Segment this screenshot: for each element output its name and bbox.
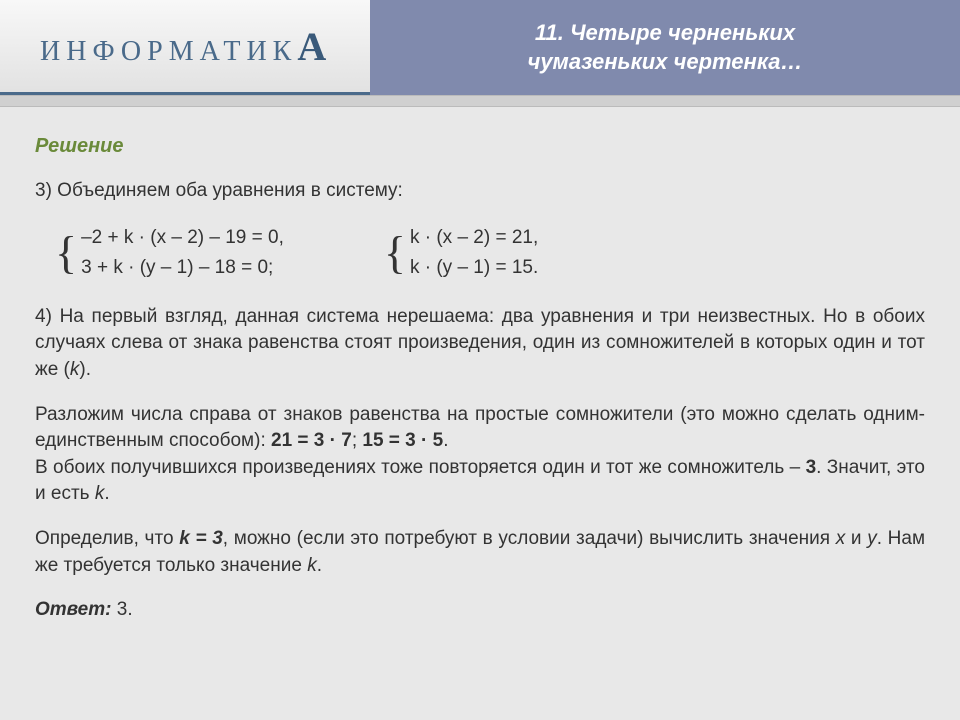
eq-right-2: k · (y – 1) = 15. (410, 255, 538, 282)
equation-systems: { –2 + k · (x – 2) – 19 = 0, 3 + k · (y … (55, 225, 925, 282)
step-4-para-4: Определив, что k = 3, можно (если это по… (35, 526, 925, 579)
slide-title: 11. Четыре черненьких чумазеньких чертен… (370, 0, 960, 95)
answer: Ответ: 3. (35, 597, 925, 624)
eq-left-1: –2 + k · (x – 2) – 19 = 0, (81, 225, 284, 252)
step-4-para-2: Разложим числа справа от знаков равенств… (35, 402, 925, 508)
answer-label: Ответ: (35, 599, 111, 620)
step-3-intro: 3) Объединяем оба уравнения в систему: (35, 178, 925, 205)
equation-system-left: { –2 + k · (x – 2) – 19 = 0, 3 + k · (y … (55, 225, 284, 282)
brace-icon: { (384, 232, 406, 273)
eq-left-2: 3 + k · (y – 1) – 18 = 0; (81, 255, 284, 282)
title-line-2: чумазеньких чертенка… (528, 48, 803, 77)
header: ИНФОРМАТИКА 11. Четыре черненьких чумазе… (0, 0, 960, 95)
equation-system-right: { k · (x – 2) = 21, k · (y – 1) = 15. (384, 225, 538, 282)
logo: ИНФОРМАТИКА (40, 23, 326, 70)
divider-bar (0, 95, 960, 107)
logo-prefix: ИНФОРМАТИК (40, 36, 297, 67)
logo-suffix: А (297, 24, 326, 69)
answer-value: 3. (111, 599, 132, 620)
brace-icon: { (55, 232, 77, 273)
step-4-para-1: 4) На первый взгляд, данная система нере… (35, 304, 925, 384)
solution-heading: Решение (35, 132, 925, 160)
eq-right-1: k · (x – 2) = 21, (410, 225, 538, 252)
logo-area: ИНФОРМАТИКА (0, 0, 370, 95)
title-line-1: 11. Четыре черненьких (535, 19, 795, 48)
content: Решение 3) Объединяем оба уравнения в си… (0, 107, 960, 644)
